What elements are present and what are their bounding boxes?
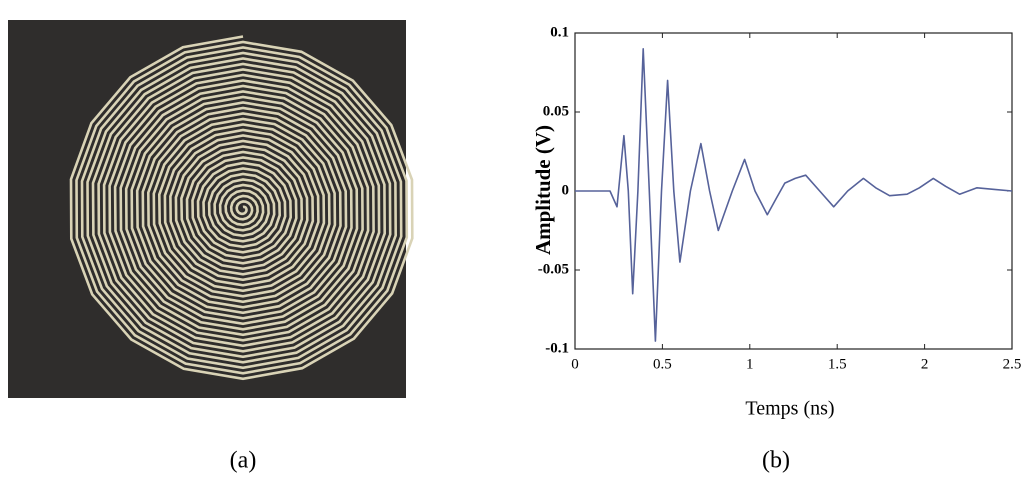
x-tick-label: 0.5	[653, 356, 672, 372]
figure: (a) (b) Amplitude (V) Temps (ns) -0.1 -0.…	[0, 0, 1022, 496]
x-tick-label: 0	[571, 356, 579, 372]
y-axis-label: Amplitude (V)	[531, 125, 555, 255]
plot-frame	[575, 33, 1012, 349]
caption-a: (a)	[230, 448, 257, 474]
x-tick-label: 2	[921, 356, 929, 372]
x-axis-label: Temps (ns)	[745, 398, 834, 420]
y-tick-label: 0.05	[543, 103, 569, 119]
x-tick-label: 2.5	[1003, 356, 1022, 372]
y-tick-label: 0	[562, 182, 570, 198]
signal-line	[575, 49, 1012, 341]
y-tick-label: -0.05	[538, 261, 569, 277]
x-tick-label: 1	[746, 356, 754, 372]
caption-b: (b)	[762, 448, 790, 474]
x-tick-label: 1.5	[828, 356, 847, 372]
y-tick-label: -0.1	[545, 340, 569, 356]
y-tick-label: 0.1	[550, 24, 569, 40]
